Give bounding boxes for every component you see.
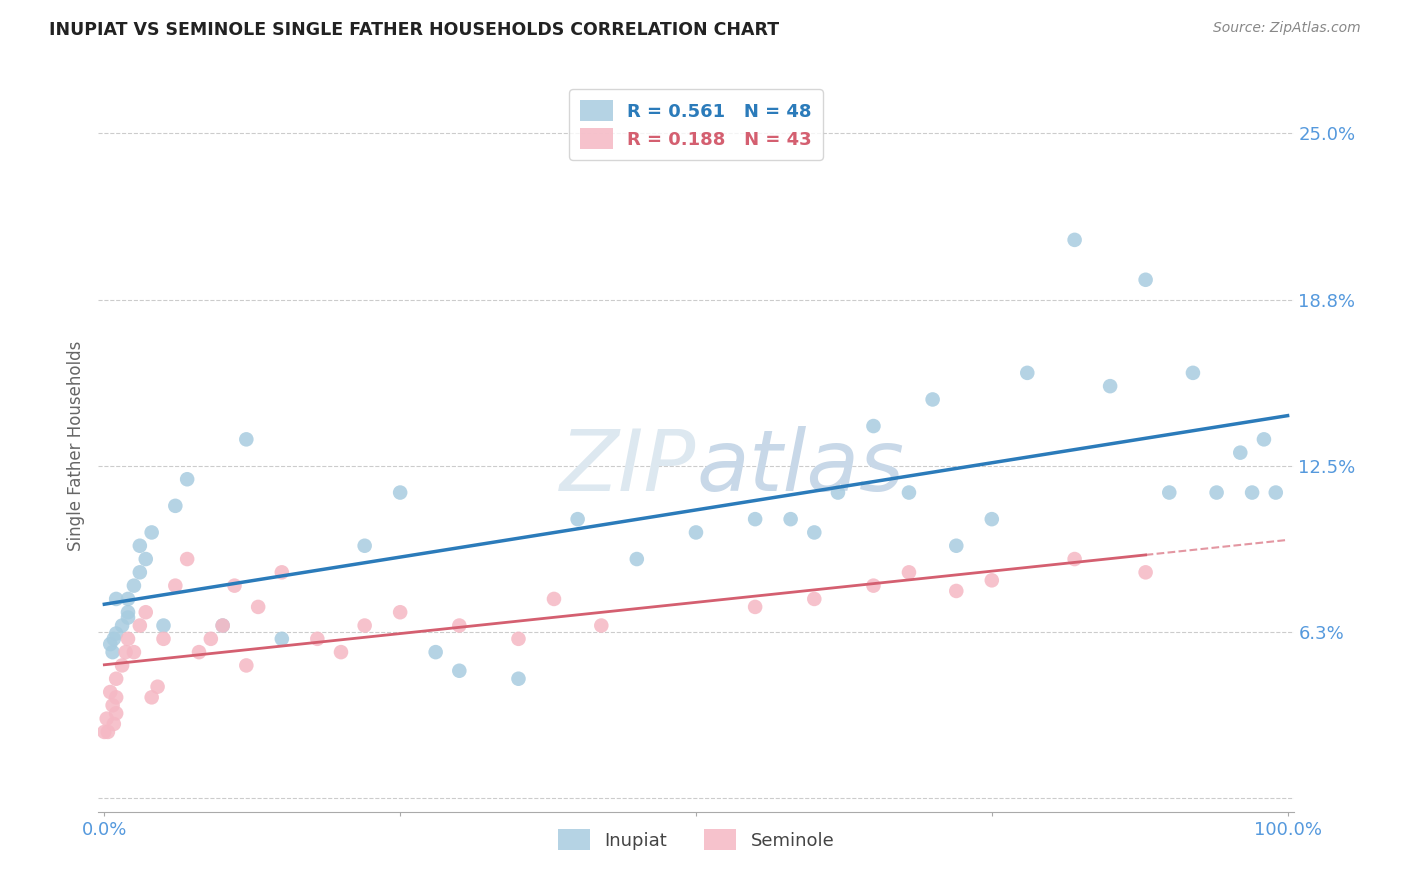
Point <box>128 566 150 580</box>
Point <box>101 698 124 713</box>
Point <box>744 599 766 614</box>
Point <box>146 680 169 694</box>
Point <box>105 591 128 606</box>
Point <box>122 579 145 593</box>
Point <box>543 591 565 606</box>
Point <box>117 605 139 619</box>
Point <box>508 632 530 646</box>
Point <box>117 632 139 646</box>
Point <box>425 645 447 659</box>
Point <box>1253 433 1275 447</box>
Point <box>165 499 187 513</box>
Point <box>135 605 157 619</box>
Y-axis label: Single Father Households: Single Father Households <box>66 341 84 551</box>
Text: atlas: atlas <box>696 426 904 509</box>
Point <box>1205 485 1227 500</box>
Point <box>128 618 150 632</box>
Point <box>200 632 222 646</box>
Point <box>98 685 121 699</box>
Point <box>101 645 124 659</box>
Point <box>803 591 825 606</box>
Point <box>1181 366 1204 380</box>
Point <box>176 552 198 566</box>
Point <box>111 618 134 632</box>
Point <box>141 525 163 540</box>
Point <box>945 584 967 599</box>
Text: ZIP: ZIP <box>560 426 696 509</box>
Point <box>1017 366 1039 380</box>
Point <box>111 658 134 673</box>
Point <box>105 690 128 705</box>
Point <box>897 566 920 580</box>
Point <box>105 626 128 640</box>
Point <box>188 645 211 659</box>
Point <box>96 712 118 726</box>
Point <box>508 672 530 686</box>
Text: INUPIAT VS SEMINOLE SINGLE FATHER HOUSEHOLDS CORRELATION CHART: INUPIAT VS SEMINOLE SINGLE FATHER HOUSEH… <box>49 21 779 38</box>
Point <box>945 539 967 553</box>
Point <box>980 574 1002 588</box>
Point <box>1063 552 1085 566</box>
Point <box>235 658 257 673</box>
Point <box>1229 445 1251 459</box>
Point <box>224 579 246 593</box>
Point <box>744 512 766 526</box>
Point <box>117 610 139 624</box>
Point <box>103 632 125 646</box>
Point <box>862 419 884 434</box>
Point <box>128 539 150 553</box>
Point <box>211 618 233 632</box>
Point <box>97 725 120 739</box>
Point <box>176 472 198 486</box>
Point <box>921 392 943 407</box>
Point <box>1159 485 1181 500</box>
Point <box>353 618 375 632</box>
Point <box>270 566 292 580</box>
Point <box>449 618 471 632</box>
Point <box>98 637 121 651</box>
Point <box>389 605 412 619</box>
Point <box>1264 485 1286 500</box>
Point <box>165 579 187 593</box>
Point <box>1135 566 1157 580</box>
Point <box>827 485 849 500</box>
Point <box>247 599 270 614</box>
Point <box>591 618 613 632</box>
Legend: Inupiat, Seminole: Inupiat, Seminole <box>551 822 841 857</box>
Point <box>105 706 128 721</box>
Point <box>270 632 292 646</box>
Point <box>330 645 353 659</box>
Point <box>685 525 707 540</box>
Point <box>449 664 471 678</box>
Point <box>1063 233 1085 247</box>
Point <box>105 672 128 686</box>
Point <box>152 618 174 632</box>
Point <box>389 485 412 500</box>
Point <box>862 579 884 593</box>
Point <box>1241 485 1264 500</box>
Point <box>779 512 801 526</box>
Point <box>122 645 145 659</box>
Point <box>803 525 825 540</box>
Point <box>307 632 329 646</box>
Point <box>1135 273 1157 287</box>
Point <box>141 690 163 705</box>
Point <box>897 485 920 500</box>
Point <box>211 618 233 632</box>
Point <box>353 539 375 553</box>
Point <box>235 433 257 447</box>
Point <box>626 552 648 566</box>
Point <box>567 512 589 526</box>
Point <box>1099 379 1122 393</box>
Point <box>135 552 157 566</box>
Point <box>117 591 139 606</box>
Text: Source: ZipAtlas.com: Source: ZipAtlas.com <box>1213 21 1361 35</box>
Point <box>152 632 174 646</box>
Point <box>103 717 125 731</box>
Point <box>980 512 1002 526</box>
Point <box>114 645 136 659</box>
Point <box>93 725 115 739</box>
